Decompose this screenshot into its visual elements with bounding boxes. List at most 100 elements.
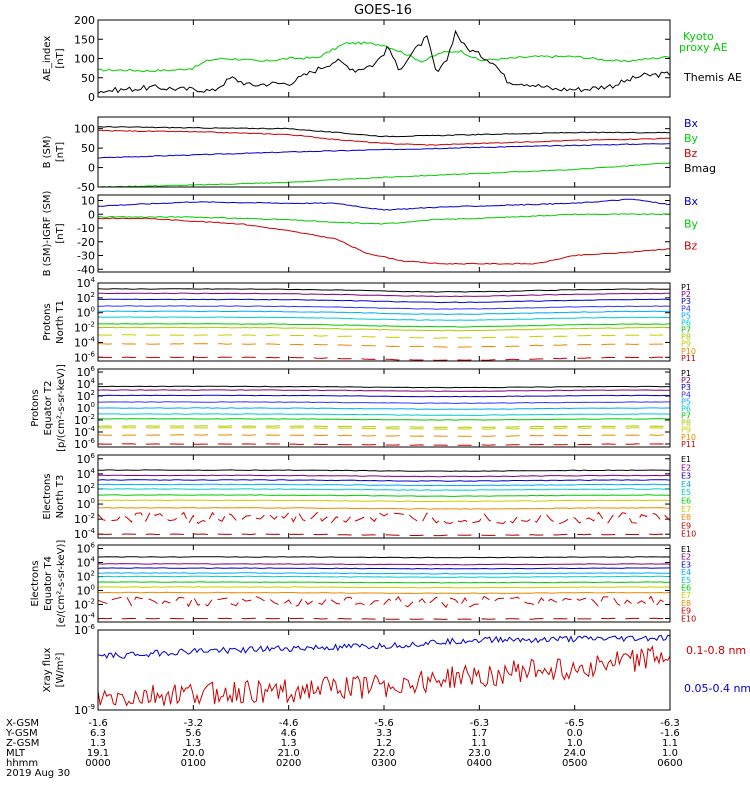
series-line-p4 [98,305,670,310]
y-tick-label: 10-6 [74,350,96,364]
legend-label: E1 [681,545,691,554]
legend-label: E1 [681,455,691,464]
y-tick-label: 50 [81,72,95,85]
legend-label: Bmag [684,162,716,175]
legend-label: P2 [681,376,691,385]
y-axis-label: Electrons [30,560,41,606]
y-tick-label: 106 [77,542,96,556]
row-label: MLT [6,748,26,759]
row-value: 1.0 [567,738,583,749]
legend-label: E4 [681,568,691,577]
legend-label: P10 [681,433,696,442]
legend-bigrf: Bx By Bz [684,195,699,253]
row-label: Z-GSM [6,738,39,749]
row-value: 1.3 [185,738,201,749]
row-value: 1.1 [471,738,487,749]
row-label: hhmm [6,758,38,769]
y-tick-label: 102 [77,482,95,496]
legend-label: P3 [681,297,691,306]
legend-label: P4 [681,304,691,313]
row-value: 23.0 [468,748,490,759]
legend-label: P3 [681,383,691,392]
legend-label: E7 [681,591,691,600]
y-tick-label: -40 [77,263,95,276]
legend-label: P10 [681,347,696,356]
y-tick-label: 102 [77,291,95,305]
series-line-e4 [98,572,670,575]
series-line-e2 [98,474,670,478]
y-tick-label: 10-4 [74,335,96,349]
legend-label: Themis AE [683,71,742,84]
y-tick-label: 106 [77,452,96,466]
row-value: 0300 [371,758,396,769]
legend-label: P11 [681,440,696,449]
legend-label: E5 [681,488,691,497]
row-value: 0600 [657,758,682,769]
legend-label: E10 [681,530,696,539]
row-value: -6.5 [565,718,585,729]
row-value: 3.3 [376,728,392,739]
legend-label: P1 [681,283,691,292]
series-line-e5 [98,575,670,578]
series-line-e7 [98,499,670,503]
legend-label: E2 [681,463,691,472]
plot-area [98,385,670,446]
row-value: 1.0 [662,748,678,759]
series-line-0-1-0-8-nm [98,644,670,707]
y-tick-label: -50 [77,181,95,194]
series-line-p2 [98,292,670,298]
y-tick-label: 100 [77,306,95,320]
x-axis-ephemeris: X-GSM -1.6 -3.2 -4.6 -5.6 -6.3 -6.5 -6.3 Y-GSM 6.… [5,718,683,779]
row-value: -5.6 [374,718,394,729]
y-axis-label: [nT] [55,142,66,162]
y-tick-label: 10-2 [74,321,95,335]
row-value: -6.3 [660,718,680,729]
series-line-e1 [98,469,670,472]
series-line-bx [98,198,670,211]
y-axis-label: [W/m²] [55,652,66,687]
y-tick-label: 200 [74,14,95,27]
y-axis-label: [nT] [55,48,66,68]
legend-label: 0.05-0.4 nm [684,682,750,695]
y-tick-label: 100 [74,123,95,136]
series-line-p7 [98,418,670,421]
legend-label: proxy AE [679,41,728,54]
legend-label: P5 [681,397,691,406]
legend-label: P1 [681,369,691,378]
y-tick-label: 10-2 [74,598,95,612]
legend-label: Kyoto [683,30,714,43]
y-tick-label: 0 [88,208,95,221]
series-line-e3 [98,567,670,570]
legend-label: P8 [681,333,691,342]
panel-frame [97,454,671,539]
series-line-e7 [98,586,670,589]
row-value: 0400 [467,758,492,769]
series-line-e8 [98,506,670,510]
series-line-bz [98,217,670,265]
plot-area [98,469,670,537]
legend-label: E2 [681,553,691,562]
y-axis-label: B (SM)-IGRF (SM) [42,191,53,277]
row-value: 4.6 [281,728,297,739]
legend-label: Bx [684,117,699,130]
legend-label: P7 [681,326,691,335]
legend-label: E9 [681,607,691,616]
series-line-e4 [98,483,670,487]
series-line-p8 [98,425,670,428]
legend-label: E6 [681,497,691,506]
row-value: -1.6 [88,718,108,729]
row-value: 0500 [562,758,587,769]
y-axis-label: [e/(cm²-s-sr-keV)] [56,540,67,628]
series-line-e3 [98,479,670,482]
legend-label: P6 [681,404,691,413]
row-value: 1.3 [281,738,297,749]
legend-label: E8 [681,513,691,522]
plot-area [98,198,670,265]
series-line-e6 [98,581,670,584]
y-tick-label: 100 [77,497,95,511]
